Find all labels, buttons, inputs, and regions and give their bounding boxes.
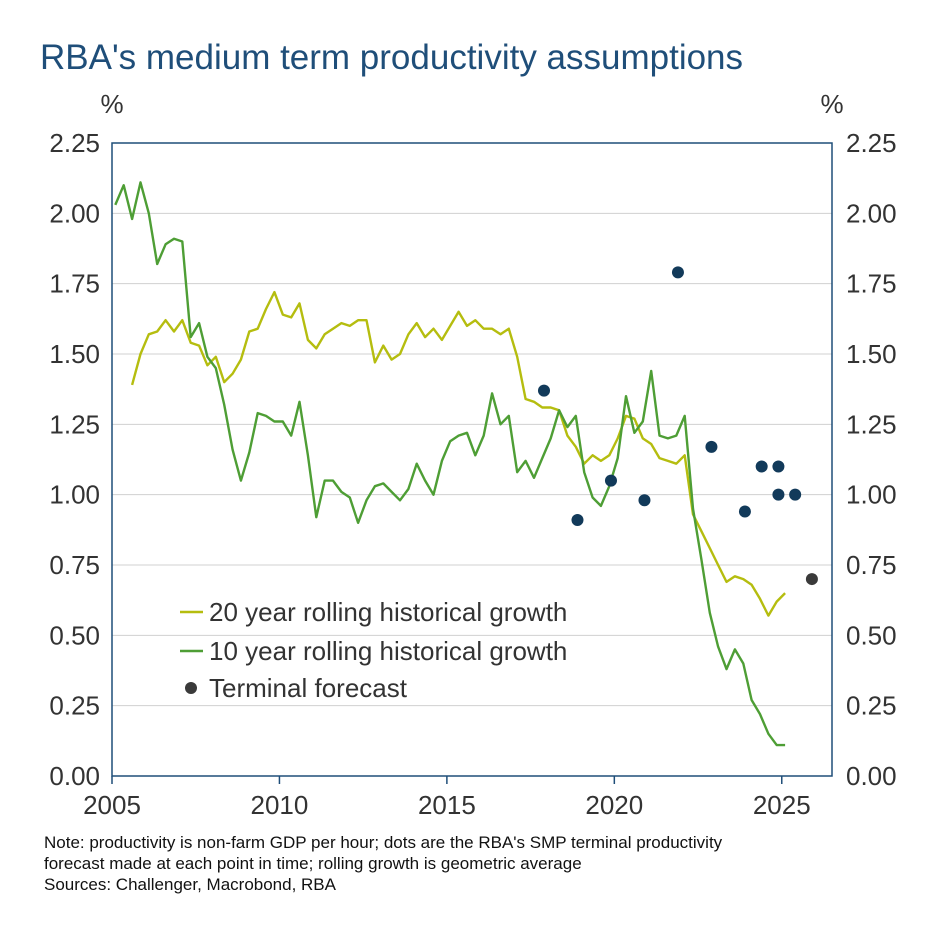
y-tick-label-right: 2.00	[846, 198, 897, 228]
y-tick-label-left: 0.25	[49, 691, 100, 721]
y-tick-label-left: 0.50	[49, 620, 100, 650]
y-unit-left: %	[100, 89, 123, 119]
terminal-forecast-dot	[755, 460, 768, 473]
series-line	[114, 181, 786, 747]
y-tick-label-right: 2.25	[846, 128, 897, 158]
x-tick-label: 2020	[585, 790, 643, 820]
y-tick-label-right: 0.50	[846, 620, 897, 650]
y-tick-label-right: 0.75	[846, 550, 897, 580]
y-tick-label-right: 0.25	[846, 691, 897, 721]
x-tick-label: 2015	[418, 790, 476, 820]
y-tick-label-left: 1.75	[49, 269, 100, 299]
series-layer	[114, 181, 786, 747]
terminal-forecast-dot	[604, 474, 617, 487]
x-tick-label: 2025	[753, 790, 811, 820]
y-tick-label-left: 1.50	[49, 339, 100, 369]
legend-swatch	[185, 682, 197, 694]
terminal-forecast-dot	[789, 488, 802, 501]
chart: 0.00 0.00 0.25 0.25 0.50 0.50 0.75 0.75 1.00 1.00…	[49, 89, 896, 820]
terminal-forecast-dot	[571, 513, 584, 526]
note-line: forecast made at each point in time; rol…	[44, 854, 582, 873]
source-line: Sources: Challenger, Macrobond, RBA	[44, 875, 336, 894]
legend: 20 year rolling historical growth 10 year…	[180, 597, 567, 703]
x-tick-label: 2005	[83, 790, 141, 820]
series-line	[130, 290, 786, 617]
y-tick-label-right: 1.00	[846, 480, 897, 510]
y-tick-label-left: 1.00	[49, 480, 100, 510]
plot-frame	[111, 142, 833, 777]
y-unit-right: %	[820, 89, 843, 119]
legend-label: 20 year rolling historical growth	[209, 597, 567, 627]
y-tick-label-left: 1.25	[49, 409, 100, 439]
y-tick-label-right: 0.00	[846, 761, 897, 791]
chart-title: RBA's medium term productivity assumptio…	[40, 38, 744, 77]
terminal-forecast-dot	[738, 505, 751, 518]
y-tick-label-left: 0.75	[49, 550, 100, 580]
chart-notes: Note: productivity is non-farm GDP per h…	[44, 832, 924, 895]
terminal-forecast-dot	[705, 440, 718, 453]
y-tick-label-right: 1.75	[846, 269, 897, 299]
legend-label: 10 year rolling historical growth	[209, 636, 567, 666]
y-tick-label-right: 1.25	[846, 409, 897, 439]
terminal-forecast-dots	[538, 266, 818, 586]
terminal-forecast-dot	[638, 494, 651, 507]
y-tick-label-right: 1.50	[846, 339, 897, 369]
note-line: Note: productivity is non-farm GDP per h…	[44, 833, 723, 852]
x-tick-label: 2010	[251, 790, 309, 820]
terminal-forecast-dot	[772, 488, 785, 501]
terminal-forecast-dot	[538, 384, 550, 397]
y-tick-label-left: 2.25	[49, 128, 100, 158]
latest-terminal-forecast-dot	[805, 573, 818, 586]
y-tick-label-left: 0.00	[49, 761, 100, 791]
terminal-forecast-dot	[772, 460, 785, 473]
y-tick-label-left: 2.00	[49, 198, 100, 228]
legend-label: Terminal forecast	[209, 673, 408, 703]
axes: 0.00 0.00 0.25 0.25 0.50 0.50 0.75 0.75 1.00 1.00…	[49, 89, 896, 820]
terminal-forecast-dot	[671, 266, 684, 279]
